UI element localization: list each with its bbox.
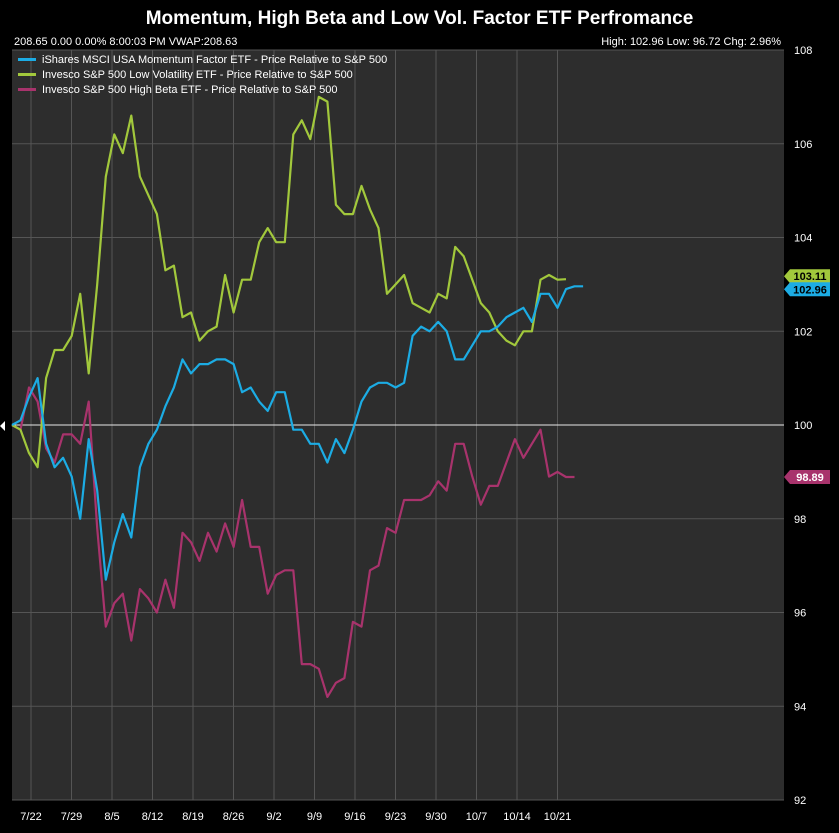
- last-value-tag-shape: [784, 269, 830, 284]
- legend-swatch-momentum: [18, 58, 36, 61]
- x-tick-label: 9/9: [307, 811, 322, 823]
- x-tick-label: 9/16: [344, 811, 365, 823]
- y-tick-label: 100: [794, 420, 812, 432]
- y-tick-label: 104: [794, 233, 812, 245]
- y-tick-label: 96: [794, 608, 806, 620]
- x-tick-label: 10/7: [466, 811, 487, 823]
- chart-legend: iShares MSCI USA Momentum Factor ETF - P…: [18, 52, 387, 97]
- legend-label-low-volatility: Invesco S&P 500 Low Volatility ETF - Pri…: [42, 68, 353, 81]
- last-value-tag-momentum: 102.96: [784, 282, 830, 297]
- x-tick-label: 8/19: [182, 811, 203, 823]
- last-value-tag-shape: [784, 470, 830, 485]
- legend-swatch-low-volatility: [18, 73, 36, 76]
- legend-label-momentum: iShares MSCI USA Momentum Factor ETF - P…: [42, 53, 388, 66]
- y-tick-label: 102: [794, 326, 812, 338]
- series-line-momentum[interactable]: [11, 285, 584, 581]
- y-tick-label: 108: [794, 45, 812, 57]
- y-tick-label: 98: [794, 514, 806, 526]
- last-value-tag-high-beta: 98.89: [784, 470, 830, 485]
- legend-item-momentum[interactable]: iShares MSCI USA Momentum Factor ETF - P…: [18, 52, 387, 67]
- last-value-tag-text: 102.96: [793, 284, 827, 296]
- x-tick-label: 8/12: [142, 811, 163, 823]
- x-tick-label: 9/23: [385, 811, 406, 823]
- range-readout: High: 102.96 Low: 96.72 Chg: 2.96%: [601, 36, 781, 48]
- last-value-tag-text: 103.11: [793, 271, 826, 283]
- legend-swatch-high-beta: [18, 88, 36, 91]
- legend-item-low-volatility[interactable]: Invesco S&P 500 Low Volatility ETF - Pri…: [18, 67, 387, 82]
- x-tick-label: 8/26: [223, 811, 244, 823]
- series-line-high-beta[interactable]: [11, 386, 575, 699]
- x-tick-label: 7/22: [20, 811, 41, 823]
- x-tick-label: 9/2: [266, 811, 281, 823]
- x-tick-label: 10/14: [503, 811, 531, 823]
- chart-title: Momentum, High Beta and Low Vol. Factor …: [145, 8, 694, 29]
- series-line-low-volatility[interactable]: [11, 95, 567, 469]
- last-value-tag-shape: [784, 282, 830, 297]
- y-tick-label: 106: [794, 139, 812, 151]
- left-edge-marker-icon: [0, 421, 5, 431]
- x-tick-label: 7/29: [61, 811, 82, 823]
- last-value-tag-low-volatility: 103.11: [784, 269, 830, 284]
- x-tick-label: 8/5: [104, 811, 119, 823]
- y-tick-label: 94: [794, 701, 806, 713]
- y-tick-label: 92: [794, 795, 806, 807]
- last-value-tag-text: 98.89: [796, 472, 824, 484]
- legend-item-high-beta[interactable]: Invesco S&P 500 High Beta ETF - Price Re…: [18, 82, 387, 97]
- x-tick-label: 10/21: [544, 811, 572, 823]
- legend-label-high-beta: Invesco S&P 500 High Beta ETF - Price Re…: [42, 83, 338, 96]
- x-tick-label: 9/30: [425, 811, 446, 823]
- quote-readout: 208.65 0.00 0.00% 8:00:03 PM VWAP:208.63: [14, 36, 238, 48]
